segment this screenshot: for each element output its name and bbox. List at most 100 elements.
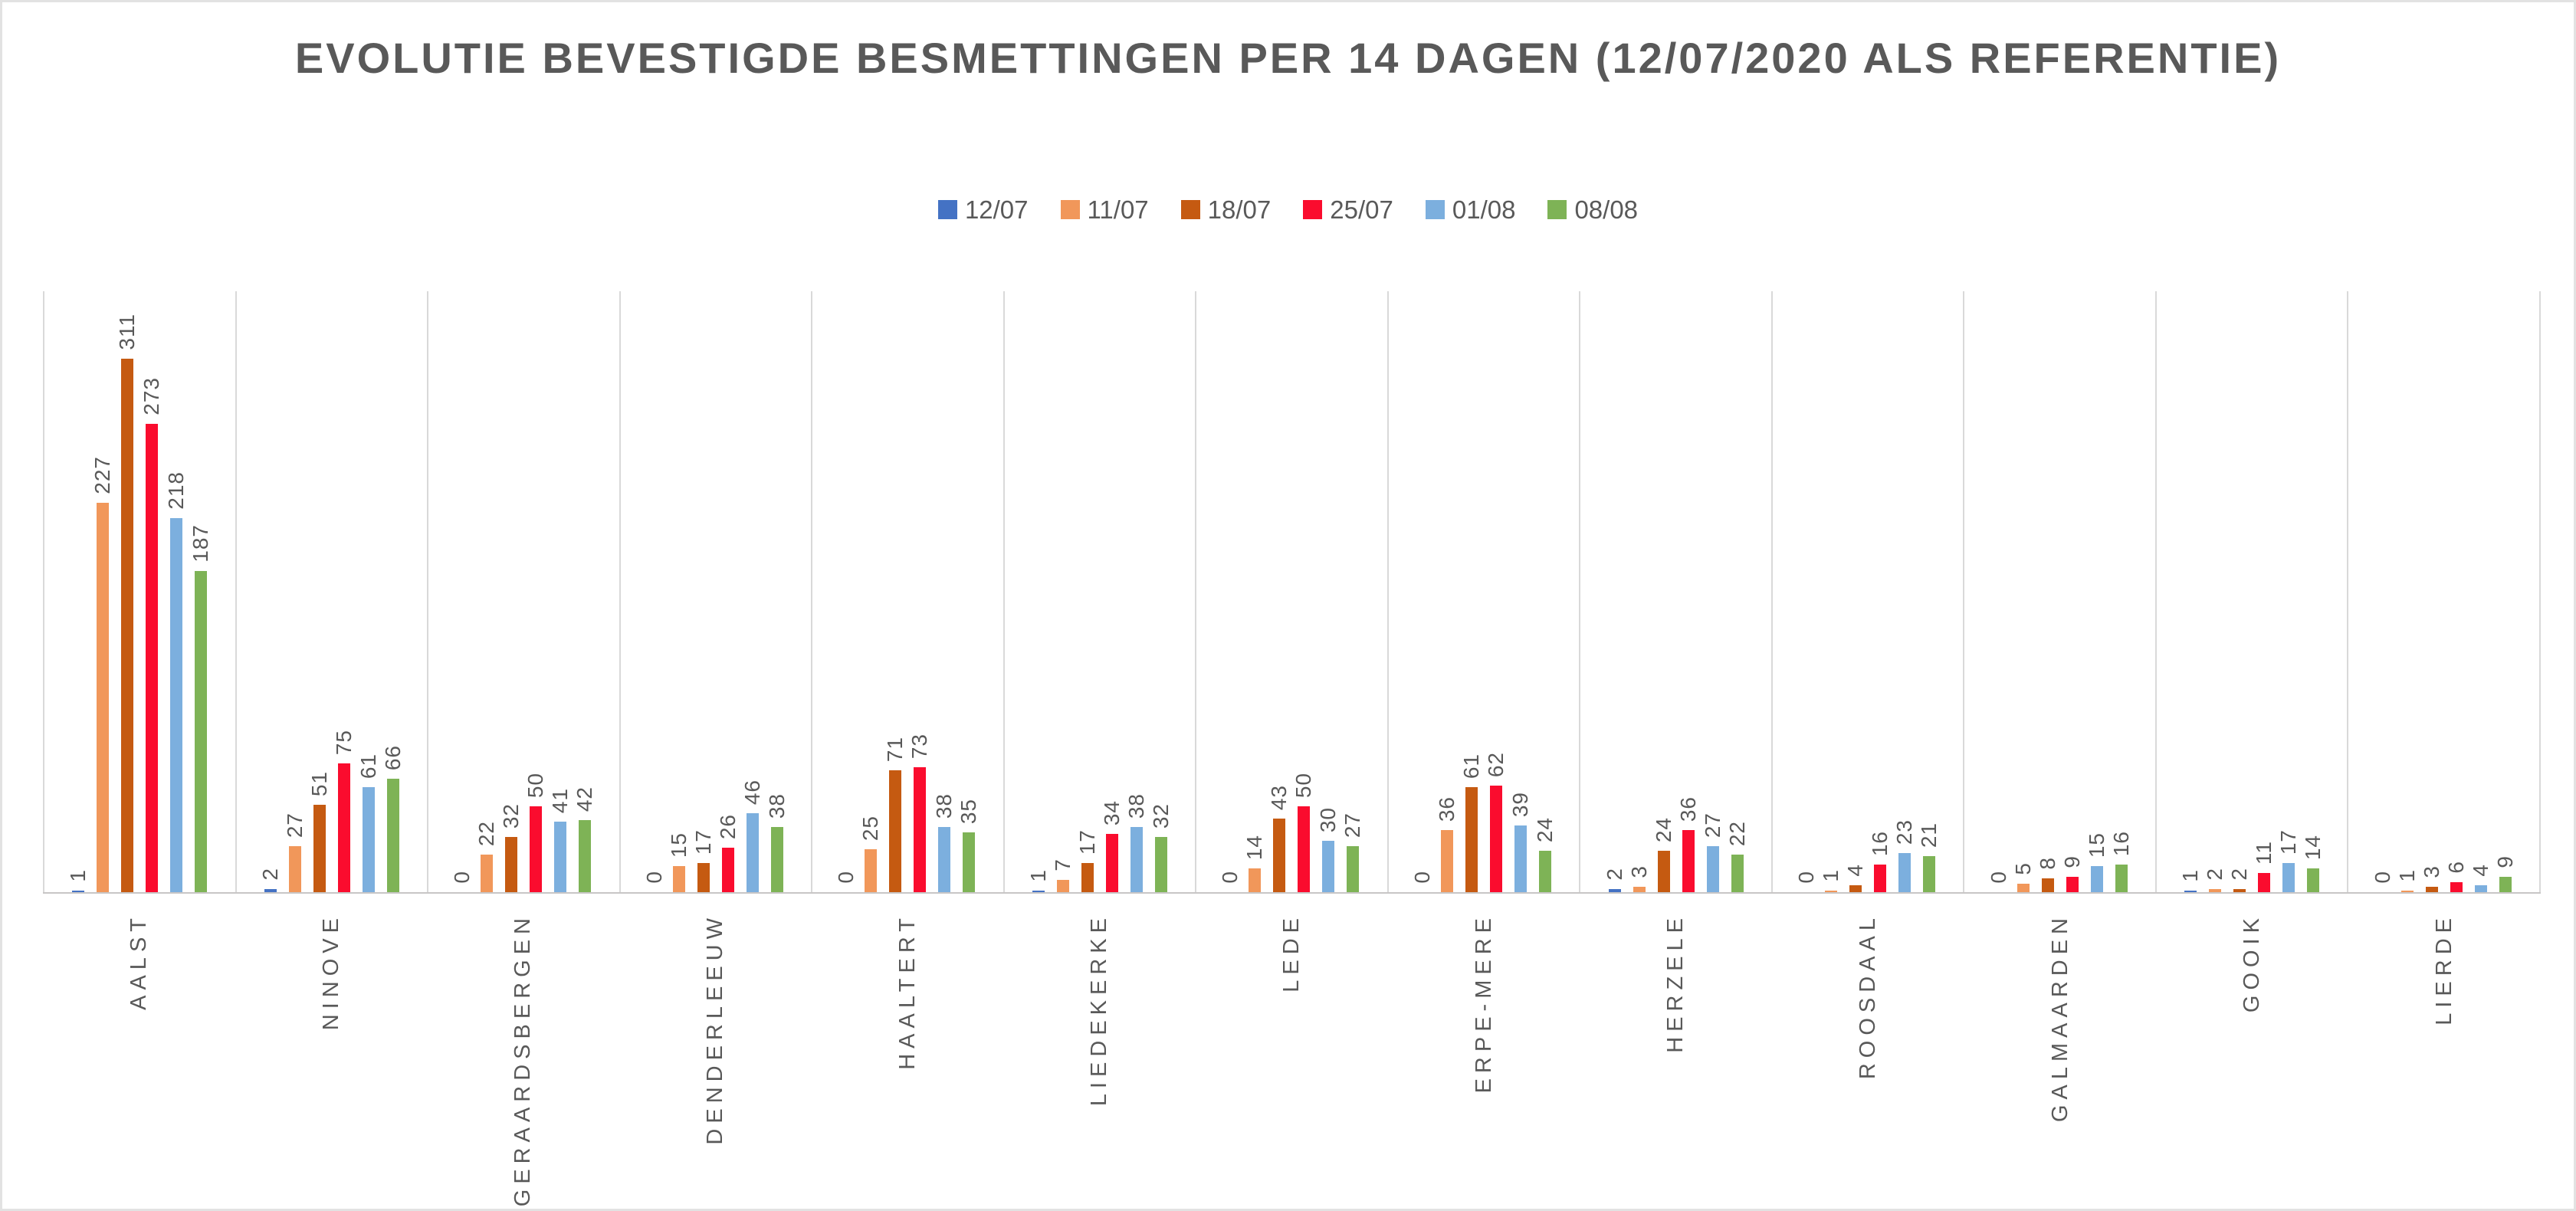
bar-item: 73 bbox=[907, 291, 932, 892]
category-label: HERZELE bbox=[1663, 913, 1688, 1053]
bar-item: 187 bbox=[189, 291, 212, 892]
bar-item: 71 bbox=[883, 291, 907, 892]
category-cell: 2 3 24 36 27 22 bbox=[1579, 291, 1771, 892]
category-cell: 0 5 8 9 15 16 bbox=[1963, 291, 2155, 892]
category-label: LEDE bbox=[1278, 913, 1304, 993]
bar-value-label: 22 bbox=[474, 820, 499, 846]
category-label-cell: LEDE bbox=[1196, 913, 1388, 1204]
bar-value-label: 2 bbox=[2227, 868, 2252, 881]
bar-value-label: 38 bbox=[932, 793, 957, 819]
bar-value-label: 27 bbox=[1341, 812, 1365, 838]
bar-value-label: 311 bbox=[115, 313, 139, 350]
bar-value-label: 273 bbox=[139, 377, 164, 415]
bar-item: 4 bbox=[2469, 291, 2492, 892]
bar bbox=[1514, 825, 1527, 892]
bar bbox=[1273, 819, 1286, 892]
category-label: ROOSDAAL bbox=[1856, 913, 1881, 1080]
bar bbox=[938, 827, 951, 892]
category-cell: 0 1 4 16 23 21 bbox=[1770, 291, 1964, 892]
bar bbox=[1898, 853, 1911, 892]
bar bbox=[2115, 865, 2128, 892]
bar-value-label: 17 bbox=[2276, 829, 2301, 855]
category-cell: 2 27 51 75 61 66 bbox=[235, 291, 428, 892]
legend-swatch-icon bbox=[937, 200, 957, 219]
bar-value-label: 0 bbox=[2370, 871, 2394, 884]
bar-value-label: 14 bbox=[2301, 834, 2325, 860]
legend-swatch-icon bbox=[1303, 200, 1323, 219]
bar-value-label: 0 bbox=[1409, 871, 1434, 884]
bar-item: 5 bbox=[2011, 291, 2035, 892]
bar-value-label: 9 bbox=[2059, 855, 2084, 868]
bar-value-label: 17 bbox=[691, 829, 715, 855]
bar bbox=[2016, 884, 2030, 892]
legend-item: 18/07 bbox=[1180, 197, 1271, 222]
bar-value-label: 62 bbox=[1483, 751, 1508, 777]
bar-value-label: 32 bbox=[499, 802, 523, 829]
bar-value-label: 2 bbox=[258, 868, 282, 881]
bar bbox=[721, 848, 734, 892]
bar-item: 2 bbox=[1603, 291, 1626, 892]
bar-value-label: 38 bbox=[1124, 793, 1148, 819]
bar-value-label: 73 bbox=[907, 733, 932, 759]
bar-item: 7 bbox=[1050, 291, 1075, 892]
legend-swatch-icon bbox=[1425, 200, 1445, 219]
bar-value-label: 23 bbox=[1892, 819, 1917, 845]
category-cell: 0 14 43 50 30 27 bbox=[1195, 291, 1387, 892]
x-axis-baseline bbox=[43, 892, 2541, 894]
bar-value-label: 36 bbox=[1434, 796, 1459, 822]
bar bbox=[195, 571, 208, 892]
bar-value-label: 3 bbox=[2419, 865, 2443, 878]
bar-value-label: 15 bbox=[2084, 832, 2108, 858]
bar-value-label: 41 bbox=[548, 787, 573, 813]
bar-item: 1 bbox=[66, 291, 90, 892]
bar-value-label: 32 bbox=[1148, 802, 1173, 829]
bar bbox=[1056, 880, 1069, 892]
category-cell: 1 7 17 34 38 32 bbox=[1003, 291, 1196, 892]
bar bbox=[146, 424, 159, 892]
category-label: LIEDEKERKE bbox=[1087, 913, 1112, 1107]
bar bbox=[1249, 868, 1262, 892]
bar bbox=[313, 805, 326, 892]
bar bbox=[121, 359, 134, 892]
bar bbox=[2258, 873, 2271, 892]
category-label: NINOVE bbox=[318, 913, 343, 1031]
bar-value-label: 24 bbox=[1532, 816, 1557, 842]
category-label: DENDERLEEUW bbox=[702, 913, 727, 1145]
bar-item: 227 bbox=[90, 291, 114, 892]
bar-item: 27 bbox=[1701, 291, 1724, 892]
bar-value-label: 4 bbox=[1843, 864, 1868, 877]
bar-item: 273 bbox=[139, 291, 164, 892]
bar-item: 0 bbox=[642, 291, 666, 892]
legend: 12/07 11/07 18/07 25/07 01/08 08/08 bbox=[2, 197, 2574, 222]
bar-item: 30 bbox=[1316, 291, 1340, 892]
category-cell: 0 36 61 62 39 24 bbox=[1386, 291, 1580, 892]
bar bbox=[746, 813, 759, 892]
bar bbox=[362, 787, 375, 892]
bar-value-label: 24 bbox=[1651, 816, 1675, 842]
bar-item: 17 bbox=[691, 291, 715, 892]
category-label: GERAARDSBERGEN bbox=[510, 913, 536, 1207]
bar-item: 75 bbox=[332, 291, 356, 892]
plot-area: 1 227 311 273 218 187 2 27 51 75 61 66 0 22 32 50 41 42 0 1… bbox=[43, 291, 2541, 892]
bar-item: 311 bbox=[115, 291, 139, 892]
bar-item: 16 bbox=[1868, 291, 1892, 892]
bar-value-label: 7 bbox=[1050, 858, 1075, 871]
bar-item: 66 bbox=[380, 291, 405, 892]
bar-value-label: 35 bbox=[957, 798, 981, 824]
legend-item: 11/07 bbox=[1060, 197, 1149, 222]
category-label: AALST bbox=[126, 913, 151, 1010]
bar-item: 21 bbox=[1917, 291, 1941, 892]
category-label-cell: AALST bbox=[43, 913, 235, 1204]
bar bbox=[2450, 882, 2463, 892]
bar-value-label: 66 bbox=[380, 744, 405, 770]
bar-item: 218 bbox=[164, 291, 188, 892]
category-label-cell: ROOSDAAL bbox=[1772, 913, 1964, 1204]
bar bbox=[2233, 889, 2246, 892]
bar-item: 24 bbox=[1532, 291, 1557, 892]
bar-value-label: 2 bbox=[1602, 868, 1626, 881]
bar bbox=[1874, 865, 1887, 892]
bar-value-label: 61 bbox=[1459, 753, 1483, 779]
bar-item: 9 bbox=[2493, 291, 2517, 892]
bar-item: 0 bbox=[1794, 291, 1818, 892]
